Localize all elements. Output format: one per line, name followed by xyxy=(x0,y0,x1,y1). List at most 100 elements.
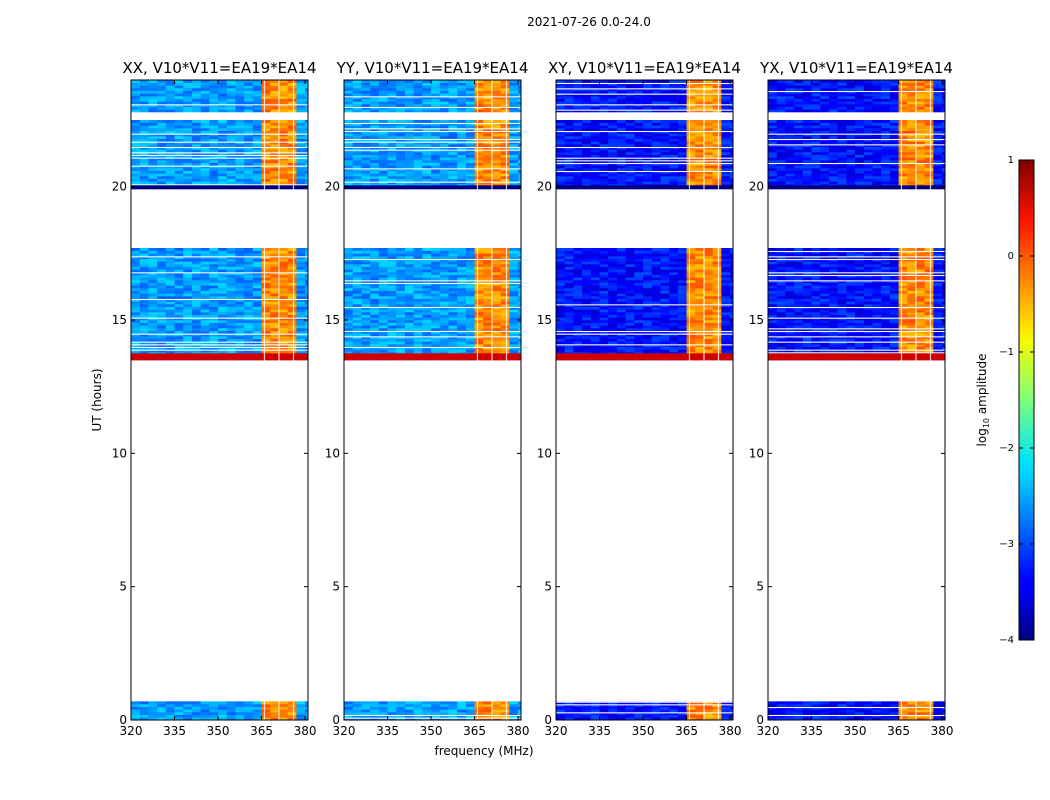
cell xyxy=(165,136,176,139)
cell xyxy=(148,93,158,97)
cell xyxy=(200,125,210,129)
cell xyxy=(344,264,354,267)
cell xyxy=(703,162,714,166)
cell xyxy=(556,309,566,313)
cell xyxy=(244,138,254,142)
cell xyxy=(270,176,280,179)
cell xyxy=(396,336,406,339)
cell xyxy=(616,160,627,163)
cell xyxy=(491,333,502,337)
cell xyxy=(200,266,210,270)
cell xyxy=(252,93,263,97)
cell xyxy=(344,170,354,174)
cell xyxy=(474,181,484,185)
cell xyxy=(139,160,149,163)
cell xyxy=(422,293,432,297)
cell xyxy=(703,717,714,721)
cell xyxy=(643,162,653,166)
cell xyxy=(139,322,149,326)
cell xyxy=(518,336,522,339)
cell xyxy=(278,176,289,179)
x-tick-label: 320 xyxy=(120,724,143,738)
cell xyxy=(157,104,167,107)
cell xyxy=(305,298,309,302)
cell xyxy=(261,706,271,710)
cell xyxy=(165,160,176,163)
cell xyxy=(616,277,627,281)
cell xyxy=(261,341,271,345)
cell xyxy=(139,82,149,86)
cell xyxy=(474,264,484,267)
cell xyxy=(278,157,289,161)
cell xyxy=(590,346,601,350)
cell xyxy=(483,149,493,153)
cell xyxy=(518,293,522,297)
cell xyxy=(270,280,280,283)
cell xyxy=(174,106,184,110)
cell xyxy=(174,320,184,323)
cell xyxy=(209,248,219,251)
cell xyxy=(582,320,592,323)
cell xyxy=(131,717,141,721)
cell xyxy=(387,128,397,131)
cell xyxy=(352,136,362,139)
cell xyxy=(139,104,149,107)
cell xyxy=(573,282,583,286)
cell xyxy=(252,125,263,129)
cell xyxy=(634,290,644,294)
cell xyxy=(218,144,228,147)
cell xyxy=(200,106,210,110)
cell xyxy=(483,336,493,339)
cell xyxy=(296,701,306,705)
cell xyxy=(703,701,714,705)
cell xyxy=(500,330,510,334)
cell xyxy=(183,272,193,275)
cell xyxy=(370,269,380,273)
cell xyxy=(200,85,210,89)
cell xyxy=(712,322,722,326)
cell xyxy=(599,264,609,267)
cell xyxy=(252,128,263,131)
cell xyxy=(439,149,449,153)
cell xyxy=(712,168,722,171)
cell xyxy=(686,312,696,315)
cell xyxy=(235,349,245,353)
cell xyxy=(387,709,397,713)
cell xyxy=(278,125,289,129)
cell xyxy=(474,296,484,299)
cell xyxy=(457,709,467,713)
cell xyxy=(270,85,280,89)
cell xyxy=(209,173,219,177)
cell xyxy=(634,250,644,254)
cell xyxy=(422,264,432,267)
cell xyxy=(582,168,592,171)
cell xyxy=(439,144,449,147)
cell xyxy=(396,322,406,326)
cell xyxy=(448,282,458,286)
cell xyxy=(509,152,519,155)
cell xyxy=(564,709,574,713)
cell xyxy=(439,309,449,313)
cell xyxy=(643,336,653,339)
cell xyxy=(139,98,149,102)
cell xyxy=(244,312,254,315)
cell xyxy=(422,178,432,182)
cell xyxy=(200,320,210,323)
axes-frame xyxy=(343,79,522,721)
cell xyxy=(218,304,228,307)
cell xyxy=(252,306,263,310)
cell xyxy=(404,274,415,278)
cell xyxy=(483,96,493,99)
cell xyxy=(218,125,228,129)
cell xyxy=(387,338,397,342)
cell xyxy=(422,165,432,169)
cell xyxy=(361,288,371,291)
cell xyxy=(556,253,566,257)
cell xyxy=(370,80,380,83)
cell xyxy=(686,344,696,347)
cell xyxy=(413,141,423,145)
cell xyxy=(287,106,297,110)
cell xyxy=(244,269,254,273)
cell xyxy=(191,712,202,715)
cell xyxy=(209,328,219,331)
